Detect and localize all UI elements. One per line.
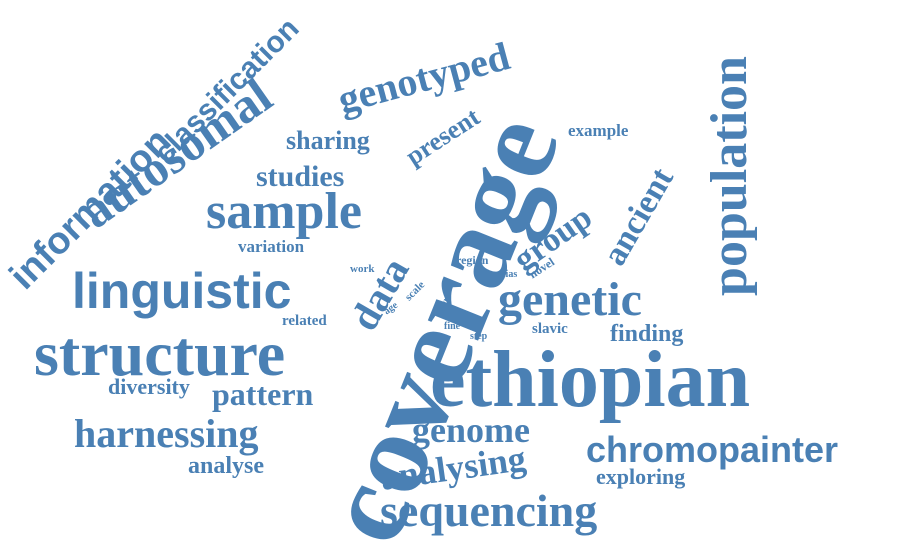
word-sequencing: sequencing [380,485,598,536]
word-example: example [568,121,629,140]
word-exploring: exploring [596,464,686,489]
word-sharing: sharing [286,126,370,155]
word-finding: finding [610,321,684,347]
word-slavic: slavic [532,321,568,337]
word-pattern: pattern [212,376,314,412]
word-fine: fine [444,321,461,332]
word-ancient: ancient [595,161,681,272]
word-diversity: diversity [108,374,190,399]
word-sample: sample [206,183,362,240]
word-variation: variation [238,237,305,256]
word-genome: genome [412,410,530,450]
word-harnessing: harnessing [74,411,259,456]
word-work: work [350,263,375,275]
word-linguistic: linguistic [72,263,292,319]
word-analyse: analyse [188,453,265,479]
word-step: step [470,331,488,342]
word-region: region [456,253,489,267]
word-related: related [282,313,327,329]
word-ethiopian: ethiopian [430,336,751,424]
word-bias: bias [500,269,518,280]
word-studies: studies [256,160,345,193]
word-genetic: genetic [498,273,642,326]
word-structure: structure [34,318,286,389]
word-population: population [700,56,758,296]
word-chromopainter: chromopainter [586,429,839,470]
